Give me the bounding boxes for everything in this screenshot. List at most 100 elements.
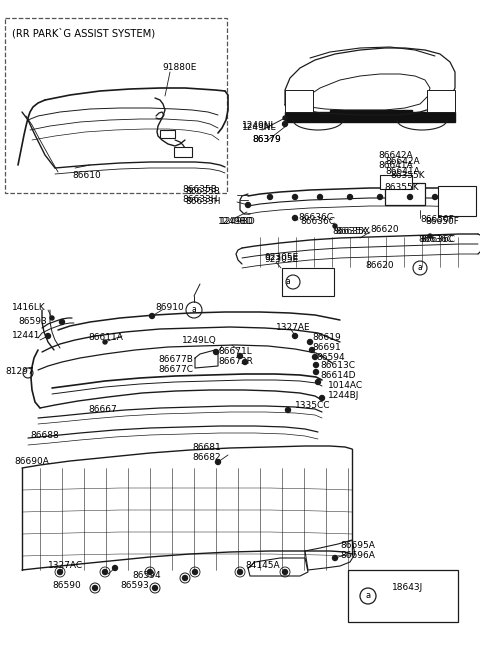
Text: 86641A: 86641A — [378, 160, 413, 170]
Circle shape — [50, 316, 54, 320]
Ellipse shape — [400, 599, 410, 605]
Text: 86636C: 86636C — [418, 235, 453, 244]
Text: 86379: 86379 — [252, 136, 281, 145]
Circle shape — [317, 194, 323, 200]
Text: 86635B: 86635B — [182, 186, 217, 194]
Text: 1244BJ: 1244BJ — [328, 391, 360, 400]
Circle shape — [313, 363, 319, 368]
Circle shape — [432, 194, 437, 200]
Circle shape — [283, 569, 288, 574]
Text: 18643J: 18643J — [392, 584, 423, 593]
Text: 86620: 86620 — [365, 261, 394, 271]
Text: 86635X: 86635X — [335, 228, 370, 237]
Circle shape — [308, 340, 312, 344]
Text: 86695A: 86695A — [340, 542, 375, 550]
Circle shape — [320, 396, 324, 400]
Circle shape — [46, 334, 50, 338]
Text: 86614D: 86614D — [320, 372, 356, 381]
Text: 86590: 86590 — [52, 580, 81, 589]
Bar — [282, 268, 334, 296]
Text: 86355K: 86355K — [384, 183, 419, 192]
Text: 12441: 12441 — [12, 331, 40, 340]
Text: a: a — [418, 263, 422, 273]
Text: 86593: 86593 — [18, 318, 47, 327]
Text: 86635X: 86635X — [332, 228, 367, 237]
Circle shape — [214, 349, 218, 355]
Circle shape — [428, 234, 432, 238]
Circle shape — [292, 334, 298, 338]
Text: 84145A: 84145A — [245, 561, 280, 570]
Text: 86672R: 86672R — [218, 357, 253, 366]
Circle shape — [182, 576, 188, 580]
Circle shape — [267, 194, 273, 200]
Text: 81297: 81297 — [5, 368, 34, 376]
Circle shape — [192, 569, 197, 574]
Text: 1416LK: 1416LK — [12, 303, 46, 312]
Bar — [285, 112, 455, 122]
Text: 91880E: 91880E — [162, 63, 196, 72]
Bar — [330, 110, 412, 118]
Text: 86641A: 86641A — [385, 168, 420, 177]
Text: a: a — [286, 278, 290, 286]
Text: 86635B: 86635B — [185, 188, 220, 196]
Circle shape — [283, 121, 288, 126]
Text: 86696A: 86696A — [340, 552, 375, 561]
Circle shape — [93, 585, 97, 591]
Circle shape — [408, 194, 412, 200]
Circle shape — [149, 314, 155, 318]
Circle shape — [333, 224, 337, 228]
Circle shape — [238, 353, 242, 359]
Text: 86636C: 86636C — [300, 218, 335, 226]
Text: 1249BD: 1249BD — [218, 218, 254, 226]
Text: 86691: 86691 — [312, 344, 341, 353]
Bar — [348, 570, 458, 622]
Text: 86642A: 86642A — [385, 158, 420, 166]
Circle shape — [333, 556, 337, 561]
Text: 1327AC: 1327AC — [48, 561, 83, 570]
Circle shape — [292, 216, 298, 220]
Bar — [160, 130, 175, 138]
Text: a: a — [365, 591, 371, 600]
Text: 86633H: 86633H — [182, 196, 217, 205]
Circle shape — [313, 370, 319, 374]
Text: 86379: 86379 — [252, 136, 281, 145]
Text: 86611A: 86611A — [88, 334, 123, 342]
Text: 86642A: 86642A — [378, 151, 413, 160]
Circle shape — [242, 359, 248, 364]
Text: 86910: 86910 — [155, 303, 184, 312]
Circle shape — [312, 355, 317, 359]
Text: 92305E: 92305E — [264, 256, 298, 265]
Text: 86650F: 86650F — [425, 218, 459, 226]
Text: 86594: 86594 — [132, 570, 161, 580]
Bar — [380, 175, 412, 189]
Text: 1249NL: 1249NL — [242, 123, 276, 132]
Text: 86620: 86620 — [370, 226, 398, 235]
Circle shape — [103, 340, 107, 344]
Circle shape — [60, 319, 64, 325]
Text: 1249NL: 1249NL — [242, 121, 276, 130]
Text: a: a — [192, 306, 196, 314]
Circle shape — [377, 194, 383, 200]
Text: 1249LQ: 1249LQ — [182, 336, 217, 344]
Text: 86594: 86594 — [316, 353, 345, 363]
Text: 1249BD: 1249BD — [220, 218, 256, 226]
Circle shape — [348, 194, 352, 200]
Text: 86593: 86593 — [120, 580, 149, 589]
Circle shape — [245, 203, 251, 207]
Text: 86677C: 86677C — [158, 366, 193, 374]
Circle shape — [103, 569, 108, 574]
Circle shape — [238, 569, 242, 574]
Circle shape — [112, 565, 118, 570]
Bar — [427, 90, 455, 112]
Text: 1014AC: 1014AC — [328, 381, 363, 389]
Bar — [438, 186, 476, 216]
FancyBboxPatch shape — [5, 18, 227, 193]
Text: 86671L: 86671L — [218, 348, 252, 357]
Circle shape — [153, 585, 157, 591]
Bar — [174, 147, 192, 157]
Circle shape — [283, 116, 287, 120]
Text: (RR PARK`G ASSIST SYSTEM): (RR PARK`G ASSIST SYSTEM) — [12, 28, 155, 38]
Circle shape — [315, 379, 321, 385]
Text: 86610: 86610 — [72, 171, 101, 179]
Text: 86355K: 86355K — [390, 171, 425, 179]
